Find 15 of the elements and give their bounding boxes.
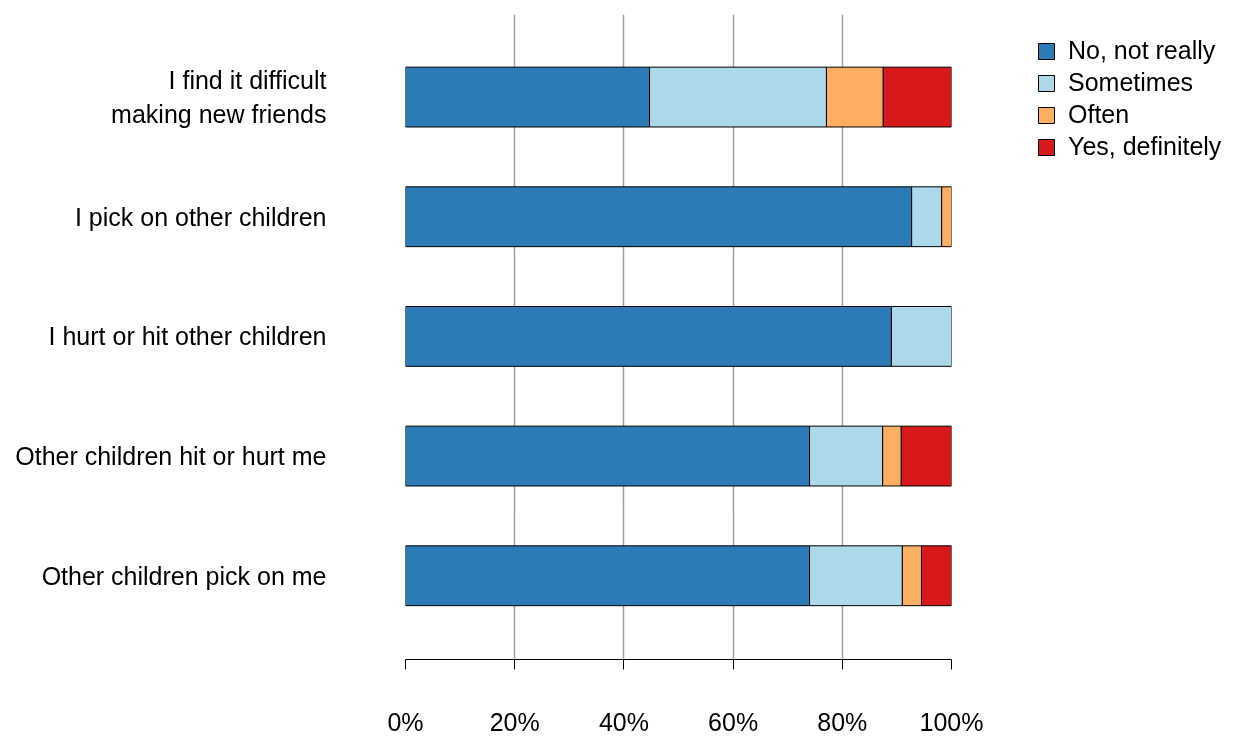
legend-label: Sometimes — [1068, 68, 1194, 97]
x-tick-label: 60% — [708, 707, 759, 736]
x-tick-label: 40% — [598, 707, 649, 736]
y-tick-label: Other children pick on me — [41, 561, 327, 590]
x-tick-label: 80% — [817, 707, 868, 736]
y-tick-label: I find it difficult making new friends — [111, 66, 327, 128]
x-tick-label: 0% — [387, 707, 424, 736]
y-tick-label: I pick on other children — [74, 202, 327, 231]
x-tick-label: 20% — [489, 707, 540, 736]
legend-label: No, not really — [1068, 36, 1216, 65]
y-tick-label: Other children hit or hurt me — [15, 442, 327, 471]
legend-label: Often — [1068, 100, 1130, 129]
legend-label: Yes, definitely — [1068, 132, 1222, 161]
x-tick-label: 100% — [919, 707, 984, 736]
y-tick-label: I hurt or hit other children — [48, 322, 327, 351]
